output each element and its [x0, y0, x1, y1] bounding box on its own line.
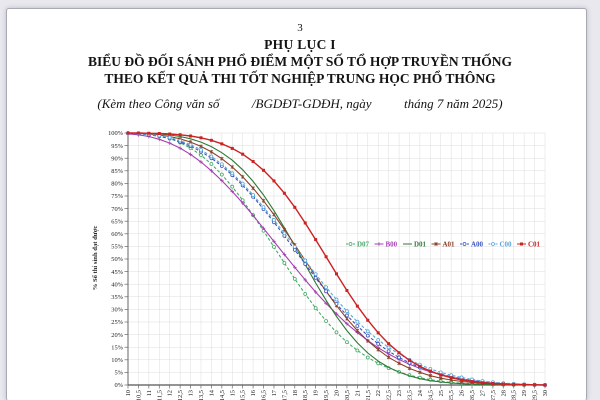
appendix-title: PHỤ LỤC I — [264, 37, 336, 52]
x-tick-label: 19 — [313, 390, 320, 396]
y-tick-label: 10% — [111, 357, 123, 364]
y-tick-label: 15% — [111, 344, 123, 351]
y-tick-label: 95% — [111, 143, 123, 150]
page-number: 3 — [297, 22, 303, 34]
x-tick-label: 24,5 — [427, 390, 434, 400]
y-tick-label: 70% — [111, 206, 123, 213]
x-tick-label: 21 — [354, 390, 361, 396]
y-tick-label: 30% — [111, 307, 123, 314]
chart-grid — [127, 132, 546, 386]
y-tick-label: 100% — [108, 130, 124, 137]
legend-item-A01: A01 — [431, 240, 456, 248]
x-tick-label: 17,5 — [281, 390, 288, 400]
x-tick-label: 23 — [396, 390, 403, 396]
legend-item-B00: B00 — [374, 240, 398, 248]
x-tick-label: 26,5 — [469, 390, 476, 400]
x-tick-label: 14,5 — [219, 390, 226, 400]
x-tick-label: 21,5 — [365, 390, 372, 400]
x-tick-label: 18,5 — [302, 390, 309, 400]
y-tick-label: 80% — [111, 181, 123, 188]
legend-label: A01 — [443, 240, 456, 248]
legend-item-D01: D01 — [403, 240, 427, 248]
legend-label: D01 — [414, 240, 427, 248]
legend-label: D07 — [357, 240, 370, 248]
chart-legend: D07 B00 D01 A01 A00 C00 C01 — [346, 240, 541, 248]
x-tick-label: 11,5 — [156, 390, 163, 400]
y-tick-label: 65% — [111, 218, 123, 225]
y-tick-label: 45% — [111, 269, 123, 276]
x-tick-label: 29,5 — [532, 390, 539, 400]
chart-title-line2: THEO KẾT QUẢ THI TỐT NGHIỆP TRUNG HỌC PH… — [104, 71, 496, 86]
chart-title-line1: BIỂU ĐỒ ĐỐI SÁNH PHỔ ĐIỂM MỘT SỐ TỔ HỢP … — [88, 54, 512, 69]
legend-label: C00 — [500, 240, 513, 248]
x-tick-label: 25,5 — [448, 390, 455, 400]
x-tick-label: 14 — [208, 389, 215, 396]
legend-item-C00: C00 — [488, 240, 513, 248]
x-tick-label: 22,5 — [386, 390, 393, 400]
x-tick-label: 10,5 — [135, 390, 142, 400]
y-axis-title: % Số thí sinh đạt được — [92, 226, 99, 291]
x-tick-label: 13,5 — [198, 390, 205, 400]
x-tick-label: 22 — [375, 390, 382, 396]
x-tick-label: 15,5 — [240, 390, 247, 400]
x-tick-label: 27,5 — [490, 390, 497, 400]
y-tick-label: 40% — [111, 281, 123, 288]
legend-label: A00 — [471, 240, 484, 248]
x-tick-label: 13 — [188, 390, 195, 396]
legend-item-A00: A00 — [460, 240, 484, 248]
x-tick-label: 12,5 — [177, 390, 184, 400]
y-tick-label: 35% — [111, 294, 123, 301]
x-tick-label: 15 — [229, 390, 236, 396]
legend-label: C01 — [528, 240, 541, 248]
y-tick-label: 50% — [111, 256, 123, 263]
legend-item-C01: C01 — [517, 240, 541, 248]
x-tick-label: 12 — [167, 390, 174, 396]
x-tick-label: 26 — [459, 390, 466, 396]
x-tick-label: 29 — [521, 390, 528, 396]
x-tick-label: 27 — [479, 389, 486, 396]
y-tick-label: 25% — [111, 319, 123, 326]
x-tick-label: 25 — [438, 390, 445, 396]
x-tick-label: 28 — [500, 390, 507, 396]
x-tick-label: 19,5 — [323, 390, 330, 400]
y-tick-label: 90% — [111, 155, 123, 162]
y-tick-label: 0% — [114, 382, 123, 389]
y-tick-label: 55% — [111, 244, 123, 251]
y-tick-label: 20% — [111, 332, 123, 339]
y-tick-label: 75% — [111, 193, 123, 200]
legend-label: B00 — [386, 240, 398, 248]
x-tick-label: 20 — [334, 390, 341, 396]
y-tick-label: 85% — [111, 168, 123, 175]
x-tick-label: 28,5 — [511, 390, 518, 400]
x-tick-label: 10 — [125, 390, 132, 396]
x-tick-label: 30 — [542, 390, 549, 396]
document-reference-line: (Kèm theo Công văn số /BGDĐT-GDĐH, ngày … — [97, 96, 503, 111]
chart-axes: 0% 5% 10% 15% 20% 25% 30% 35% 40% 45% 50% 55% 60% 65%… — [108, 130, 549, 400]
chart-series-D01 — [127, 132, 545, 386]
y-tick-label: 60% — [111, 231, 123, 238]
x-tick-label: 16,5 — [261, 390, 268, 400]
x-tick-label: 17 — [271, 389, 278, 396]
x-tick-label: 16 — [250, 390, 257, 396]
x-tick-label: 23,5 — [406, 390, 413, 400]
chart-series-C01 — [126, 131, 547, 387]
y-tick-label: 5% — [114, 370, 123, 377]
legend-item-D07: D07 — [346, 240, 370, 248]
x-tick-label: 24 — [417, 389, 424, 396]
x-tick-label: 18 — [292, 390, 299, 396]
x-tick-label: 20,5 — [344, 390, 351, 400]
x-tick-label: 11 — [146, 390, 153, 396]
